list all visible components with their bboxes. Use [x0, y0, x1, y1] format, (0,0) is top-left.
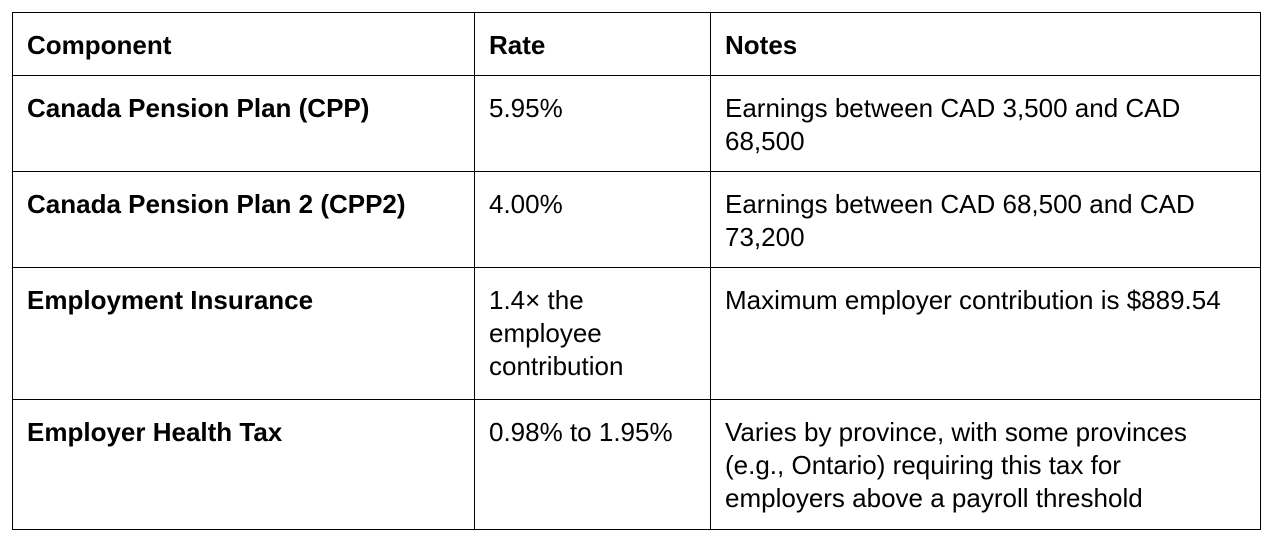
component-cell: Canada Pension Plan 2 (CPP2) [12, 171, 475, 268]
notes-cell: Earnings between CAD 3,500 and CAD 68,50… [710, 75, 1261, 172]
notes-cell: Varies by province, with some provinces … [710, 399, 1261, 530]
notes-cell: Earnings between CAD 68,500 and CAD 73,2… [710, 171, 1261, 268]
table-row: Canada Pension Plan 2 (CPP2) 4.00% Earni… [12, 171, 1261, 268]
table-header-row: Component Rate Notes [12, 12, 1261, 76]
rate-cell: 5.95% [474, 75, 711, 172]
header-component: Component [12, 12, 475, 76]
header-rate: Rate [474, 12, 711, 76]
employer-contributions-table: Component Rate Notes Canada Pension Plan… [12, 12, 1261, 530]
table-row: Employment Insurance 1.4× the employee c… [12, 267, 1261, 400]
rate-cell: 1.4× the employee contribution [474, 267, 711, 400]
component-cell: Employer Health Tax [12, 399, 475, 530]
header-notes: Notes [710, 12, 1261, 76]
table-row: Canada Pension Plan (CPP) 5.95% Earnings… [12, 75, 1261, 172]
table-row: Employer Health Tax 0.98% to 1.95% Varie… [12, 399, 1261, 530]
rate-cell: 4.00% [474, 171, 711, 268]
rate-cell: 0.98% to 1.95% [474, 399, 711, 530]
notes-cell: Maximum employer contribution is $889.54 [710, 267, 1261, 400]
component-cell: Employment Insurance [12, 267, 475, 400]
component-cell: Canada Pension Plan (CPP) [12, 75, 475, 172]
